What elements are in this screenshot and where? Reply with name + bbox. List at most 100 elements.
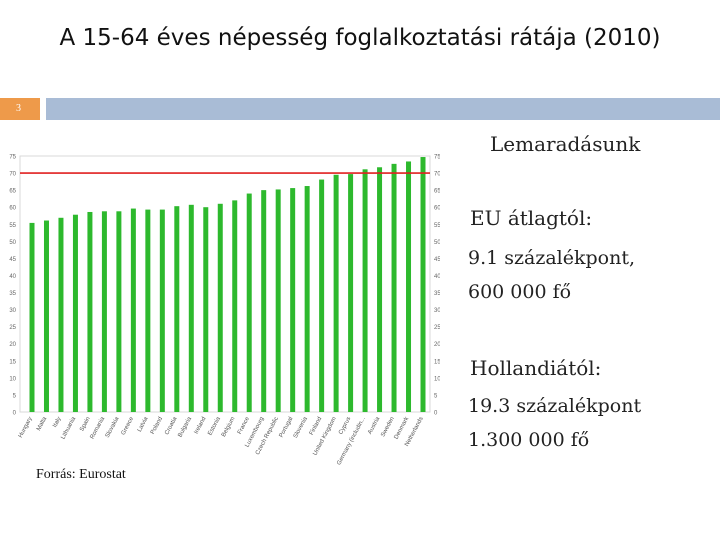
bar-germany-includin [362, 169, 368, 412]
x-tick-label: Latvia [137, 416, 150, 434]
y-tick-label-left: 15 [9, 359, 16, 365]
y-tick-label-left: 45 [9, 257, 16, 263]
y-tick-label-left: 50 [9, 240, 16, 246]
y-tick-label-left: 40 [9, 274, 16, 280]
y-tick-label-right: 0 [434, 411, 438, 417]
netherlands-gap-points: 19.3 százalékpont [468, 395, 642, 417]
bar-france [246, 193, 252, 412]
y-tick-label-right: 55 [434, 223, 440, 229]
chart-frame [19, 155, 431, 413]
right-y-axis: 0 5 10 15 20 25 30 35 40 45 50 55 60 65 70 75 [434, 155, 440, 417]
bar-estonia [217, 203, 223, 412]
x-tick-label: Malta [36, 416, 48, 432]
bar-slovakia [116, 211, 122, 412]
y-tick-label-left: 0 [13, 411, 17, 417]
source-note: Forrás: Eurostat [36, 467, 126, 482]
bar-belgium [232, 200, 238, 412]
bar-portugal [290, 188, 296, 412]
bar-poland [159, 209, 165, 412]
eu-heading: EU átlagtól: [470, 206, 593, 230]
y-tick-label-right: 75 [434, 155, 440, 161]
slide-title: A 15-64 éves népesség foglalkoztatási rá… [59, 25, 661, 51]
y-tick-label-right: 5 [434, 393, 438, 399]
x-tick-label: France [237, 416, 251, 436]
x-tick-label: Estonia [207, 416, 222, 437]
y-tick-label-right: 60 [434, 206, 440, 212]
bar-lithuania [72, 214, 78, 412]
employment-rate-bar-chart: 0 5 10 15 20 25 30 35 40 45 50 55 60 65 70 75 0 5 10 15 20 2… [9, 155, 440, 467]
y-tick-label-left: 20 [9, 342, 16, 348]
bar-finland [319, 179, 325, 412]
x-tick-label: Lithuania [60, 416, 77, 441]
bar-austria [377, 167, 383, 412]
x-tick-label: Slovenia [293, 416, 309, 440]
bar-greece [130, 208, 136, 412]
x-tick-label: Spain [79, 416, 92, 432]
left-y-axis: 0 5 10 15 20 25 30 35 40 45 50 55 60 65 70 75 [9, 155, 16, 417]
y-tick-label-right: 65 [434, 189, 440, 195]
x-tick-label: Belgium [221, 416, 236, 438]
eu-gap-points: 9.1 százalékpont, [468, 247, 636, 269]
x-tick-label: Ireland [194, 416, 208, 435]
bar-bulgaria [188, 204, 194, 412]
bar-spain [87, 211, 93, 412]
x-tick-label: Greece [121, 416, 136, 437]
y-tick-label-right: 15 [434, 359, 440, 365]
y-tick-label-left: 60 [9, 206, 16, 212]
x-tick-label: Austria [367, 416, 381, 436]
x-tick-label: Sweden [380, 416, 395, 438]
bar-romania [101, 211, 107, 412]
y-tick-label-left: 25 [9, 325, 16, 331]
x-tick-label: Croatia [164, 416, 179, 436]
y-tick-label-left: 35 [9, 291, 16, 297]
bar-sweden [391, 163, 397, 412]
bar-denmark [406, 161, 412, 412]
y-tick-label-left: 5 [13, 393, 17, 399]
y-tick-label-right: 20 [434, 342, 440, 348]
y-tick-label-left: 75 [9, 155, 16, 161]
y-tick-label-left: 10 [9, 376, 16, 382]
x-tick-label: Slovakia [105, 416, 121, 439]
y-tick-label-right: 35 [434, 291, 440, 297]
bar-luxembourg [261, 190, 267, 412]
x-tick-label: Finland [309, 416, 324, 436]
bar-croatia [174, 206, 180, 412]
y-tick-label-left: 55 [9, 223, 16, 229]
y-tick-label-right: 50 [434, 240, 440, 246]
bar-cyprus [348, 174, 354, 412]
plot-area [19, 155, 431, 413]
bar-slovenia [304, 186, 310, 412]
gap-heading: Lemaradásunk [490, 132, 641, 156]
x-tick-label: Cyprus [338, 416, 352, 436]
y-tick-label-left: 30 [9, 308, 16, 314]
bar-netherlands [420, 157, 426, 412]
x-tick-label: Portugal [279, 416, 295, 439]
y-tick-label-right: 25 [434, 325, 440, 331]
y-tick-label-right: 40 [434, 274, 440, 280]
x-tick-label: Bulgaria [177, 416, 193, 439]
y-tick-label-left: 65 [9, 189, 16, 195]
bar-latvia [145, 209, 151, 412]
eu-gap-people: 600 000 fő [468, 281, 572, 303]
bars [29, 157, 426, 412]
x-tick-label: Poland [150, 416, 164, 435]
x-tick-label: Italy [52, 416, 62, 429]
bar-italy [58, 217, 64, 412]
y-tick-label-right: 70 [434, 172, 440, 178]
slide-number: 3 [0, 98, 40, 120]
y-tick-label-right: 30 [434, 308, 440, 314]
bar-hungary [29, 222, 35, 412]
bar-ireland [203, 207, 209, 412]
netherlands-heading: Hollandiától: [470, 356, 602, 380]
x-tick-label: Hungary [18, 416, 34, 439]
bar-united-kingdom [333, 174, 339, 412]
y-tick-label-right: 45 [434, 257, 440, 263]
y-tick-label-right: 10 [434, 376, 440, 382]
x-tick-label: Germany (includin... [336, 416, 367, 467]
netherlands-gap-people: 1.300 000 fő [468, 429, 590, 451]
bar-czech-republic [275, 189, 281, 412]
y-tick-label-left: 70 [9, 172, 16, 178]
bar-malta [43, 220, 49, 412]
header-bar [46, 98, 720, 120]
